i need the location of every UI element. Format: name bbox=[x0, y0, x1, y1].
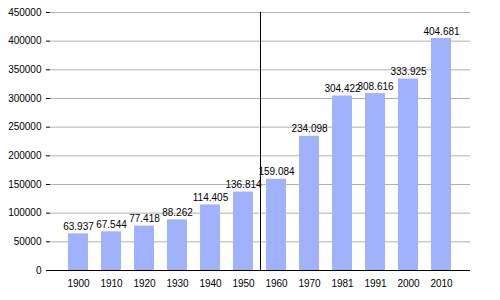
svg-text:1920: 1920 bbox=[133, 278, 156, 289]
svg-text:1910: 1910 bbox=[100, 278, 123, 289]
svg-text:300000: 300000 bbox=[8, 93, 42, 104]
svg-text:200000: 200000 bbox=[8, 150, 42, 161]
svg-text:114.405: 114.405 bbox=[193, 192, 229, 203]
svg-text:88.262: 88.262 bbox=[162, 207, 193, 218]
svg-text:159.084: 159.084 bbox=[258, 166, 295, 177]
svg-text:2010: 2010 bbox=[430, 278, 453, 289]
svg-text:304.422: 304.422 bbox=[324, 83, 361, 94]
svg-text:67.544: 67.544 bbox=[96, 219, 127, 230]
svg-text:0: 0 bbox=[36, 265, 42, 276]
svg-text:234.098: 234.098 bbox=[291, 123, 328, 134]
svg-text:308.616: 308.616 bbox=[357, 81, 394, 92]
svg-text:63.937: 63.937 bbox=[63, 221, 94, 232]
svg-text:77.418: 77.418 bbox=[129, 213, 160, 224]
svg-text:1950: 1950 bbox=[232, 278, 255, 289]
svg-text:1930: 1930 bbox=[166, 278, 189, 289]
svg-text:333.925: 333.925 bbox=[390, 66, 427, 77]
svg-text:404.681: 404.681 bbox=[423, 26, 460, 37]
svg-text:250000: 250000 bbox=[8, 121, 42, 132]
svg-text:1960: 1960 bbox=[265, 278, 288, 289]
svg-text:1981: 1981 bbox=[331, 278, 354, 289]
svg-text:136.814: 136.814 bbox=[225, 179, 262, 190]
svg-text:1991: 1991 bbox=[364, 278, 387, 289]
svg-text:1940: 1940 bbox=[199, 278, 222, 289]
svg-text:2000: 2000 bbox=[397, 278, 420, 289]
svg-text:100000: 100000 bbox=[8, 207, 42, 218]
svg-text:50000: 50000 bbox=[14, 236, 42, 247]
svg-text:150000: 150000 bbox=[8, 179, 42, 190]
svg-text:1900: 1900 bbox=[67, 278, 90, 289]
svg-text:450000: 450000 bbox=[8, 7, 42, 18]
svg-text:400000: 400000 bbox=[8, 35, 42, 46]
svg-text:350000: 350000 bbox=[8, 64, 42, 75]
svg-text:1970: 1970 bbox=[298, 278, 321, 289]
